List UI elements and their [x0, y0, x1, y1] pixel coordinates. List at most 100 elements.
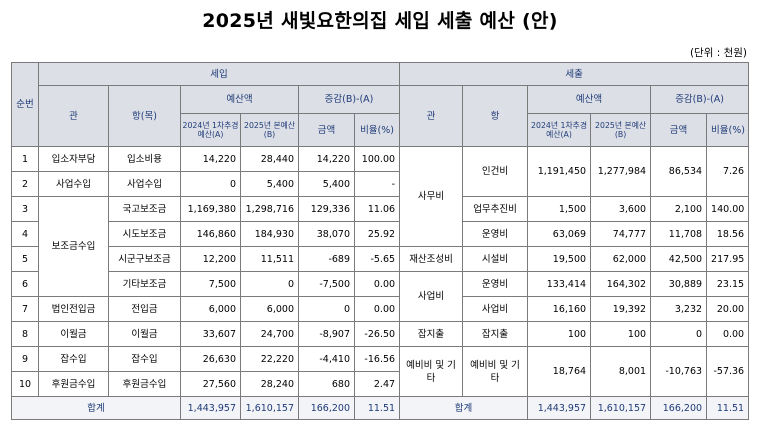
col-header-expense-amount: 금액 [650, 113, 708, 147]
expense-hang: 업무추진비 [462, 196, 529, 222]
expense-total-change-ratio: 11.51 [706, 396, 750, 420]
row-no: 2 [11, 171, 39, 197]
expense-change-ratio: 0.00 [706, 321, 750, 347]
expense-change-amount: 2,100 [650, 196, 708, 222]
header-row-1: 순번 세입 세출 [11, 62, 750, 147]
income-hang: 사업수입 [108, 171, 181, 197]
col-header-expense-change: 증감(B)-(A) [650, 85, 750, 114]
income-change-amount: 5,400 [298, 171, 355, 197]
header-row-3: 2024년 1차추경예산(A) 2025년 본예산(B) 금액 비율(%) 20… [12, 113, 750, 147]
expense-change-amount: -10,763 [650, 346, 708, 397]
expense-budget-2024: 1,500 [527, 196, 592, 222]
income-budget-2024: 26,630 [180, 346, 241, 372]
col-header-expense-budget: 예산액 [527, 85, 652, 114]
income-budget-2024: 146,860 [180, 221, 241, 247]
expense-hang: 예비비 및 기타 [462, 346, 529, 397]
income-budget-2024: 33,607 [180, 321, 241, 347]
expense-budget-2024: 19,500 [527, 246, 592, 272]
row-no: 4 [11, 221, 39, 247]
income-change-amount: -8,907 [298, 321, 355, 347]
expense-change-ratio: 20.00 [706, 296, 750, 322]
income-change-amount: 680 [298, 371, 355, 397]
income-change-ratio: 25.92 [353, 221, 401, 247]
income-gwan: 법인전입금 [38, 296, 109, 322]
income-total-change-amount: 166,200 [298, 396, 355, 420]
expense-gwan-jaesan: 재산조성비 [399, 246, 464, 272]
income-gwan: 사업수입 [38, 171, 109, 197]
col-header-income-amount: 금액 [298, 113, 355, 147]
expense-budget-2025: 164,302 [590, 271, 652, 297]
page-title: 2025년 새빛요한의집 세입 세출 예산 (안) [202, 10, 558, 32]
row-no: 1 [11, 146, 39, 172]
income-budget-2024: 7,500 [180, 271, 241, 297]
expense-budget-2025: 100 [590, 321, 652, 347]
income-budget-2024: 14,220 [180, 146, 241, 172]
expense-budget-2025: 62,000 [590, 246, 652, 272]
col-header-expense: 세출 [399, 62, 750, 86]
table-row: 6 기타보조금 7,500 0 -7,500 0.00 사업비 운영비 133,… [11, 271, 750, 322]
total-row: 합계 1,443,957 1,610,157 166,200 11.51 합계 … [11, 396, 750, 420]
col-header-expense-2025: 2025년 본예산(B) [590, 113, 652, 147]
income-budget-2024: 12,200 [180, 246, 241, 272]
income-total-2024: 1,443,957 [180, 396, 241, 420]
expense-change-amount: 3,232 [650, 296, 708, 322]
expense-change-amount: 86,534 [650, 146, 708, 197]
expense-hang: 잡지출 [462, 321, 529, 347]
expense-gwan-samu: 사무비 [399, 146, 464, 247]
expense-budget-2024: 100 [527, 321, 592, 347]
expense-budget-2024: 63,069 [527, 221, 592, 247]
income-hang: 시도보조금 [108, 221, 181, 247]
income-change-ratio: 11.06 [353, 196, 401, 222]
income-total-2025: 1,610,157 [240, 396, 299, 420]
income-gwan: 잡수입 [38, 346, 109, 372]
income-change-ratio: -16.56 [353, 346, 401, 372]
expense-total-2025: 1,610,157 [590, 396, 652, 420]
expense-hang: 인건비 [462, 146, 529, 197]
income-budget-2024: 6,000 [180, 296, 241, 322]
income-change-amount: 129,336 [298, 196, 355, 222]
table-row: 9 잡수입 잡수입 26,630 22,220 -4,410 -16.56 예비… [11, 346, 750, 397]
income-change-ratio: 0.00 [353, 271, 401, 297]
expense-budget-2024: 1,191,450 [527, 146, 592, 197]
income-change-amount: -689 [298, 246, 355, 272]
income-budget-2025: 184,930 [240, 221, 299, 247]
income-change-amount: 14,220 [298, 146, 355, 172]
income-change-ratio: 0.00 [353, 296, 401, 322]
row-no: 9 [11, 346, 39, 372]
income-hang: 후원금수입 [108, 371, 181, 397]
expense-change-amount: 11,708 [650, 221, 708, 247]
income-gwan-subsidy: 보조금수입 [38, 196, 109, 297]
income-change-ratio: -26.50 [353, 321, 401, 347]
budget-table: 순번 세입 세출 관 항(목) 예산액 증감(B)-(A) 관 항 예산액 증감… [11, 62, 750, 420]
col-header-income: 세입 [37, 62, 401, 86]
income-total-label: 합계 [11, 396, 181, 420]
col-header-expense-gwan: 관 [399, 85, 464, 147]
row-no: 8 [11, 321, 39, 347]
col-header-income-hang: 항(목) [108, 85, 181, 147]
col-header-no: 순번 [11, 62, 39, 147]
expense-total-2024: 1,443,957 [527, 396, 592, 420]
table-row: 4 시도보조금 146,860 184,930 38,070 25.92 운영비… [11, 221, 750, 247]
income-budget-2025: 22,220 [240, 346, 299, 372]
income-change-ratio: - [353, 171, 401, 197]
col-header-income-change: 증감(B)-(A) [297, 85, 401, 114]
table-row: 1 입소자부담 입소비용 14,220 28,440 14,220 100.00… [11, 146, 750, 247]
income-budget-2024: 1,169,380 [180, 196, 241, 222]
income-change-amount: -4,410 [298, 346, 355, 372]
col-header-income-ratio: 비율(%) [353, 113, 401, 147]
table-row: 5 시군구보조금 12,200 11,511 -689 -5.65 재산조성비 … [11, 246, 750, 272]
expense-change-ratio: 7.26 [706, 146, 750, 197]
row-no: 3 [11, 196, 39, 222]
expense-change-ratio: 217.95 [706, 246, 750, 272]
col-header-income-gwan: 관 [38, 85, 109, 147]
income-hang: 전입금 [108, 296, 181, 322]
table-row: 2 사업수입 사업수입 0 5,400 5,400 - [11, 171, 749, 197]
expense-change-amount: 30,889 [650, 271, 708, 297]
income-budget-2025: 0 [240, 271, 299, 297]
col-header-income-budget: 예산액 [180, 85, 299, 114]
expense-hang: 사업비 [462, 296, 529, 322]
income-change-amount: 38,070 [298, 221, 355, 247]
expense-hang: 운영비 [462, 271, 529, 297]
income-total-change-ratio: 11.51 [353, 396, 401, 420]
expense-budget-2025: 3,600 [590, 196, 652, 222]
